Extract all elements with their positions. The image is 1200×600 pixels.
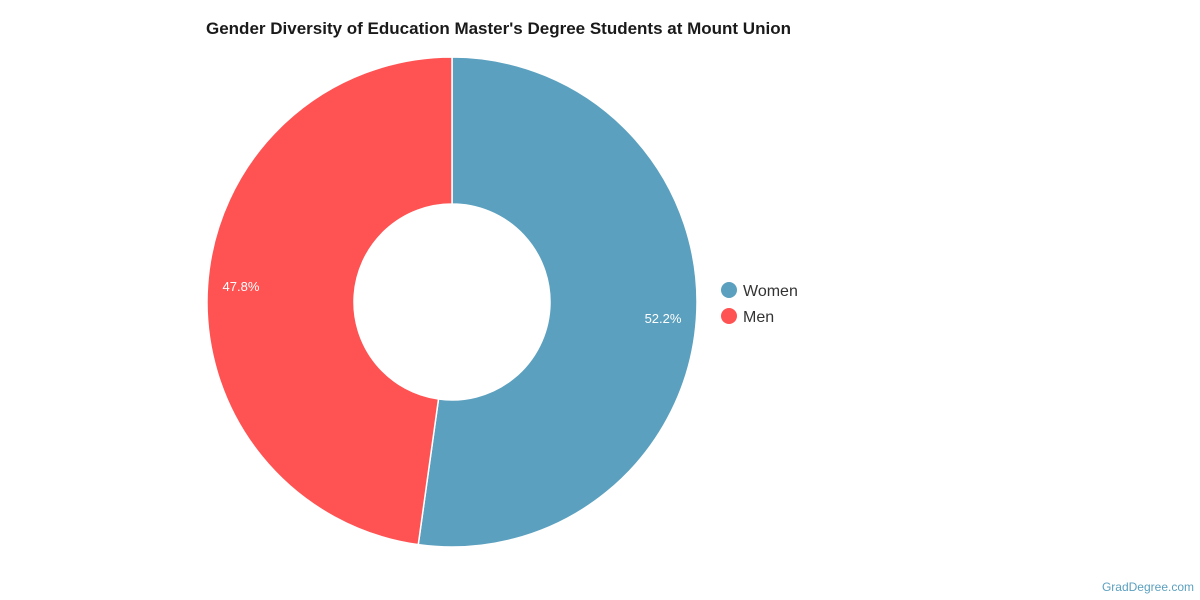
- legend-label-women: Women: [743, 283, 798, 300]
- slice-men: [206, 56, 453, 546]
- watermark-text: GradDegree.com: [1102, 580, 1194, 594]
- legend: Women Men: [721, 282, 798, 326]
- legend-marker-women: [721, 282, 737, 298]
- slice-label-women: 52.2%: [645, 311, 682, 326]
- slice-women: [417, 56, 698, 548]
- chart-title: Gender Diversity of Education Master's D…: [206, 19, 791, 38]
- legend-marker-men: [721, 308, 737, 324]
- legend-label-men: Men: [743, 309, 774, 326]
- slice-label-men: 47.8%: [223, 279, 260, 294]
- donut-slices: [206, 56, 698, 548]
- slice-labels: 52.2% 47.8%: [223, 279, 682, 326]
